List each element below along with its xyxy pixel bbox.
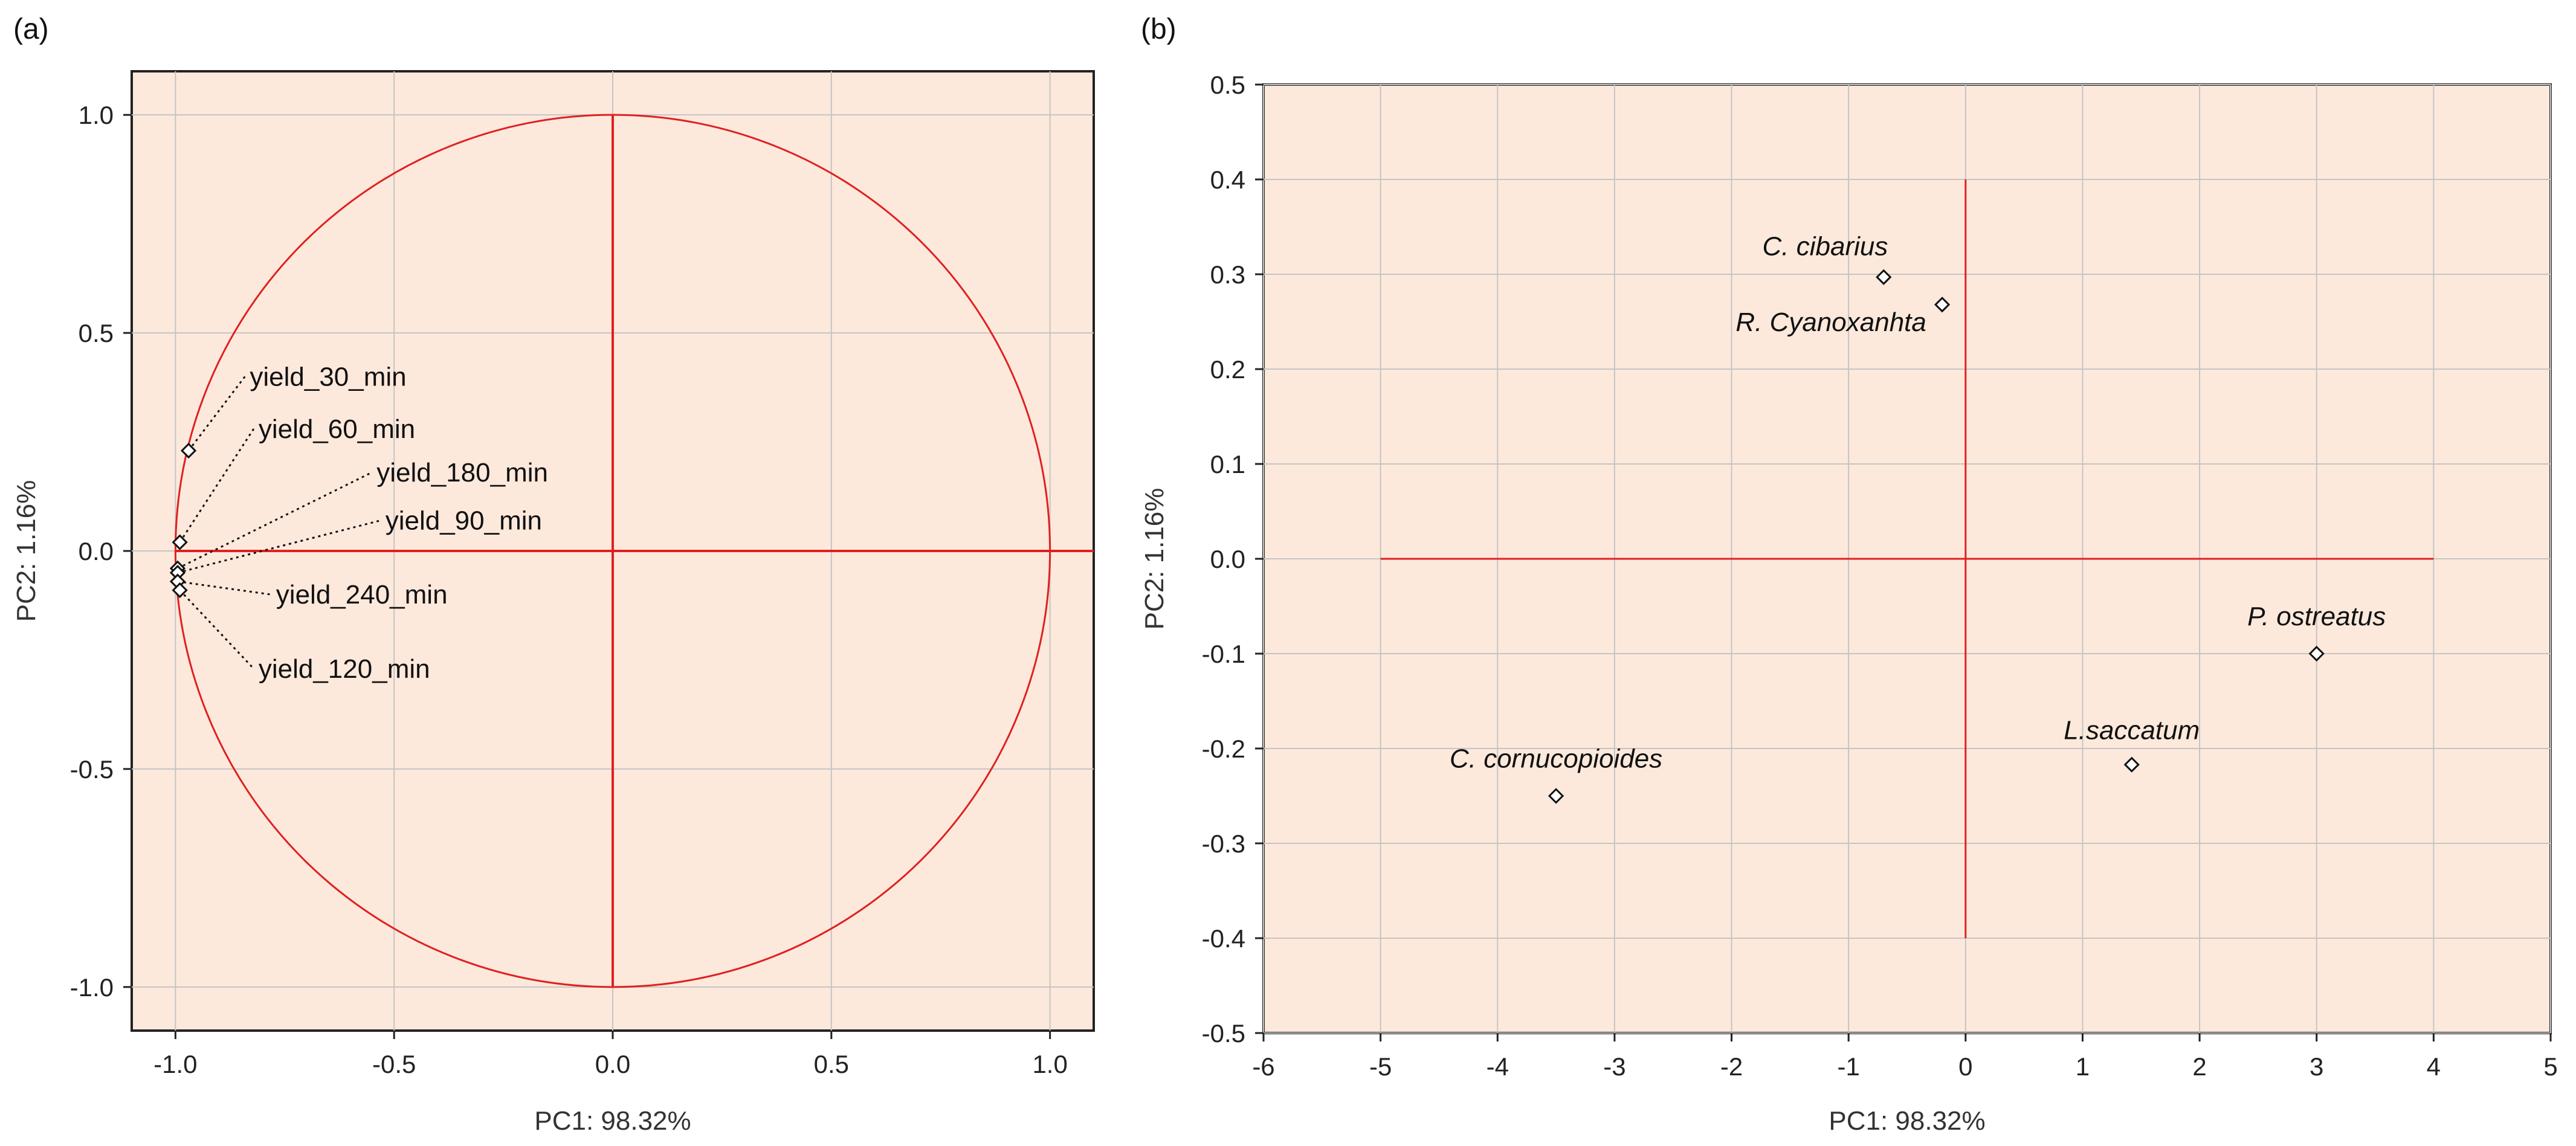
y-tick-label: -0.1 [1202,640,1245,668]
point-label: yield_120_min [259,654,430,684]
point-label: P. ostreatus [2247,602,2386,631]
panel-a-y-axis-label: PC2: 1.16% [11,480,41,622]
x-tick-label: 0 [1958,1052,1972,1081]
panel-b: (b) C. cibarius R. Cyanoxanhta P. ostreatu… [1140,13,2558,1136]
panel-b-y-ticks: -0.5 -0.4 -0.3 -0.2 -0.1 0.0 0.1 0.2 0.3 0.4 0.5 [1202,71,1264,1048]
panel-a-points [169,442,197,599]
x-tick-label: -5 [1369,1052,1392,1081]
point-label: C. cibarius [1763,232,1888,262]
panel-b-y-axis-label: PC2: 1.16% [1140,488,1169,630]
y-tick-label: 0.4 [1210,166,1245,194]
leader-line [177,581,272,596]
x-tick-label: -2 [1720,1052,1743,1081]
leader-line [177,520,381,574]
point-label: yield_240_min [276,580,448,610]
x-tick-label: -1 [1838,1052,1860,1081]
data-point [172,534,188,550]
data-point [2123,756,2140,773]
panel-a-point-labels: yield_30_min yield_60_min yield_180_minyie… [250,362,548,684]
point-label: L.saccatum [2064,715,2200,745]
y-tick-label: -0.3 [1202,829,1245,858]
x-tick-label: 1.0 [1032,1050,1067,1078]
y-tick-label: 0.3 [1210,260,1245,289]
panel-a-y-ticks: -1.0 -0.5 0.0 0.5 1.0 [70,101,132,1002]
data-point [1548,788,1564,804]
point-label: yield_60_min [259,414,415,444]
point-label: yield_180_min [376,458,548,488]
data-point [180,442,197,459]
panel-a-x-axis-label: PC1: 98.32% [534,1106,691,1136]
point-label: R. Cyanoxanhta [1735,307,1926,337]
y-tick-label: -0.2 [1202,735,1245,763]
data-point [1934,297,1951,313]
panel-a-x-ticks: -1.0 -0.5 0.0 0.5 1.0 [153,1031,1068,1078]
x-tick-label: 4 [2427,1052,2441,1081]
y-tick-label: 0.1 [1210,450,1245,478]
x-tick-label: 0.0 [595,1050,630,1078]
x-tick-label: 3 [2310,1052,2323,1081]
x-tick-label: -0.5 [372,1050,416,1078]
y-tick-label: -0.5 [70,755,114,784]
panel-b-points [1548,269,2325,804]
data-point [172,582,188,599]
x-tick-label: 5 [2543,1052,2557,1081]
leader-line [179,428,255,543]
panel-b-label: (b) [1141,13,1177,45]
panel-b-reference-lines [1380,179,2434,938]
y-tick-label: 0.5 [1210,71,1245,99]
x-tick-label: 0.5 [814,1050,849,1078]
y-tick-label: 0.0 [1210,545,1245,573]
panel-a-leader-lines [177,376,381,669]
panel-b-x-axis-label: PC1: 98.32% [1829,1106,1985,1136]
panel-a-label: (a) [13,13,49,45]
x-tick-label: 1 [2076,1052,2090,1081]
data-point [2308,645,2325,662]
y-tick-label: 1.0 [79,101,114,129]
y-tick-label: 0.0 [79,537,114,565]
panel-a-reference-lines [174,114,1094,988]
panel-b-point-labels: C. cibarius R. Cyanoxanhta P. ostreatus L.s… [1450,232,2386,774]
point-label: yield_30_min [250,362,406,391]
x-tick-label: 2 [2192,1052,2206,1081]
y-tick-label: -1.0 [70,973,114,1002]
x-tick-label: -4 [1487,1052,1509,1081]
y-tick-label: 0.2 [1210,355,1245,384]
point-label: yield_90_min [386,506,542,535]
x-tick-label: -1.0 [153,1050,197,1078]
point-label: C. cornucopioides [1450,744,1662,773]
x-tick-label: -6 [1252,1052,1274,1081]
data-point [1876,269,1892,285]
y-tick-label: -0.5 [1202,1019,1245,1048]
x-tick-label: -3 [1603,1052,1625,1081]
y-tick-label: -0.4 [1202,924,1245,953]
y-tick-label: 0.5 [79,319,114,347]
panel-a: (a) yield_30_min yield_60_min yield_180_mi… [11,13,1095,1136]
panel-b-x-ticks: -6 -5 -4 -3 -2 -1 0 1 2 3 4 5 [1252,1033,2558,1081]
